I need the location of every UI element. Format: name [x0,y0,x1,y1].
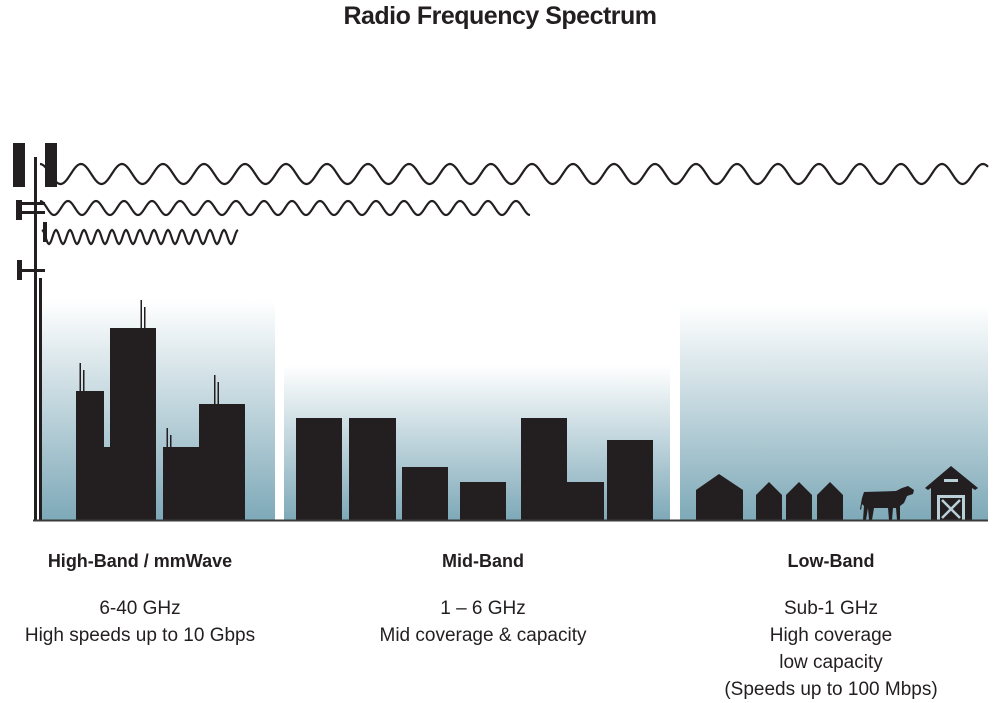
high-band-description: High speeds up to 10 Gbps [24,625,256,646]
low-band-wave [39,162,989,186]
high-band-name: High-Band / mmWave [47,551,233,571]
high-band-label-group: High-Band / mmWave 6-40 GHz High speeds … [0,548,300,649]
rural-farm-icon [696,466,978,520]
mid-band-label-group: Mid-Band 1 – 6 GHz Mid coverage & capaci… [323,548,643,649]
high-band-frequency: 6-40 GHz [99,598,181,619]
low-band-frequency: Sub-1 GHz [784,598,878,619]
low-band-capacity: low capacity [779,652,883,673]
cow-icon [860,486,914,520]
barn-icon [925,466,978,520]
cell-tower-icon [13,143,57,520]
mid-band-wave [39,199,531,217]
mid-band-frequency: 1 – 6 GHz [440,598,526,619]
low-band-name: Low-Band [787,551,875,571]
suburb-buildings-icon [296,418,653,520]
low-band-speed: (Speeds up to 100 Mbps) [724,679,938,700]
low-band-label-group: Low-Band Sub-1 GHz High coverage low cap… [671,548,991,703]
low-band-coverage: High coverage [769,625,893,646]
diagram-title: Radio Frequency Spectrum [343,2,657,30]
high-band-waves [39,162,989,246]
city-buildings-icon [76,300,245,520]
mid-band-name: Mid-Band [442,551,524,571]
high-band-wave [41,228,239,246]
mid-band-description: Mid coverage & capacity [379,625,587,646]
